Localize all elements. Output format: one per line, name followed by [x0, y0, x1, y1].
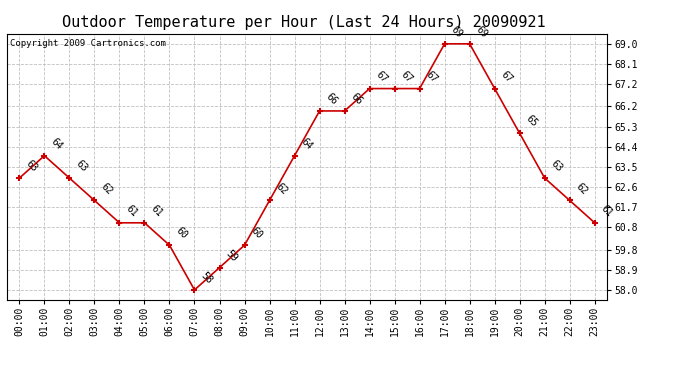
Text: 67: 67 — [424, 69, 439, 84]
Text: 64: 64 — [299, 136, 314, 152]
Text: 61: 61 — [124, 203, 139, 219]
Text: 63: 63 — [23, 159, 39, 174]
Text: 65: 65 — [524, 114, 539, 129]
Text: Copyright 2009 Cartronics.com: Copyright 2009 Cartronics.com — [10, 39, 166, 48]
Text: 62: 62 — [574, 181, 589, 196]
Text: 59: 59 — [224, 248, 239, 263]
Text: 66: 66 — [348, 92, 364, 107]
Text: 64: 64 — [48, 136, 64, 152]
Text: 69: 69 — [474, 24, 489, 40]
Text: 60: 60 — [174, 226, 189, 241]
Text: 58: 58 — [199, 270, 214, 286]
Text: 63: 63 — [549, 159, 564, 174]
Text: 66: 66 — [324, 92, 339, 107]
Text: 67: 67 — [399, 69, 414, 84]
Text: 62: 62 — [274, 181, 289, 196]
Text: 67: 67 — [499, 69, 514, 84]
Text: 61: 61 — [599, 203, 614, 219]
Text: 62: 62 — [99, 181, 114, 196]
Text: 60: 60 — [248, 226, 264, 241]
Text: 61: 61 — [148, 203, 164, 219]
Text: 67: 67 — [374, 69, 389, 84]
Text: 69: 69 — [448, 24, 464, 40]
Text: Outdoor Temperature per Hour (Last 24 Hours) 20090921: Outdoor Temperature per Hour (Last 24 Ho… — [62, 15, 545, 30]
Text: 63: 63 — [74, 159, 89, 174]
